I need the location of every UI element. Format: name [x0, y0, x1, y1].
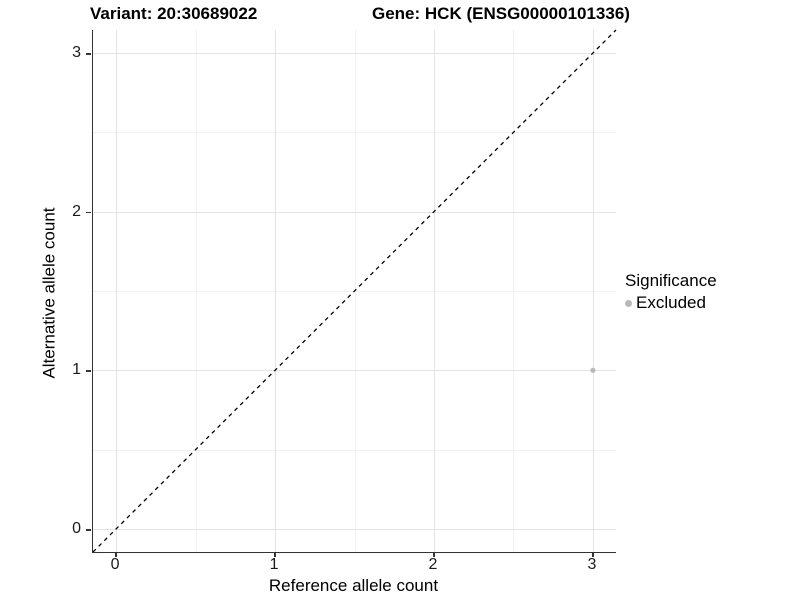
gridline-minor — [513, 30, 515, 552]
gridline-major — [93, 370, 616, 372]
x-tick-mark — [115, 552, 117, 557]
y-axis-label: Alternative allele count — [39, 207, 59, 379]
y-tick-mark — [86, 53, 91, 55]
identity-dashed-line — [92, 29, 617, 553]
legend-item-label: Excluded — [636, 293, 706, 312]
gridline-major — [592, 30, 594, 552]
gridline-major — [93, 211, 616, 213]
gridline-major — [93, 53, 616, 54]
legend-point-icon — [625, 299, 632, 307]
y-tick-label: 2 — [72, 202, 81, 220]
legend-item-excluded: Excluded — [625, 293, 717, 313]
gridline-major — [116, 30, 118, 552]
y-tick-mark — [86, 528, 91, 531]
legend: Significance Excluded — [625, 271, 717, 313]
x-tick-mark — [432, 552, 435, 557]
x-axis-label: Reference allele count — [268, 576, 439, 595]
gridline-major — [433, 30, 435, 552]
plot-panel — [92, 29, 617, 553]
plot-title-variant: Variant: 20:30689022 — [90, 4, 258, 23]
y-tick-mark — [86, 370, 91, 372]
plot-title-gene: Gene: HCK (ENSG00000101336) — [372, 4, 630, 23]
gridline-major — [275, 30, 277, 552]
y-tick-label: 0 — [72, 519, 81, 537]
y-tick-mark — [86, 211, 91, 214]
x-tick-label: 2 — [428, 556, 438, 573]
y-tick-label: 1 — [72, 361, 81, 379]
plot-canvas — [92, 29, 617, 553]
x-tick-mark — [274, 552, 276, 557]
data-point — [590, 367, 596, 373]
gridline-minor — [93, 132, 616, 134]
y-tick-label: 3 — [72, 44, 81, 61]
x-tick-label: 0 — [110, 556, 120, 573]
x-tick-label: 1 — [269, 556, 279, 573]
gridline-major — [93, 528, 616, 530]
x-tick-mark — [591, 552, 594, 557]
x-tick-label: 3 — [587, 556, 597, 573]
scatter-points — [590, 367, 596, 373]
legend-title: Significance — [625, 271, 717, 290]
